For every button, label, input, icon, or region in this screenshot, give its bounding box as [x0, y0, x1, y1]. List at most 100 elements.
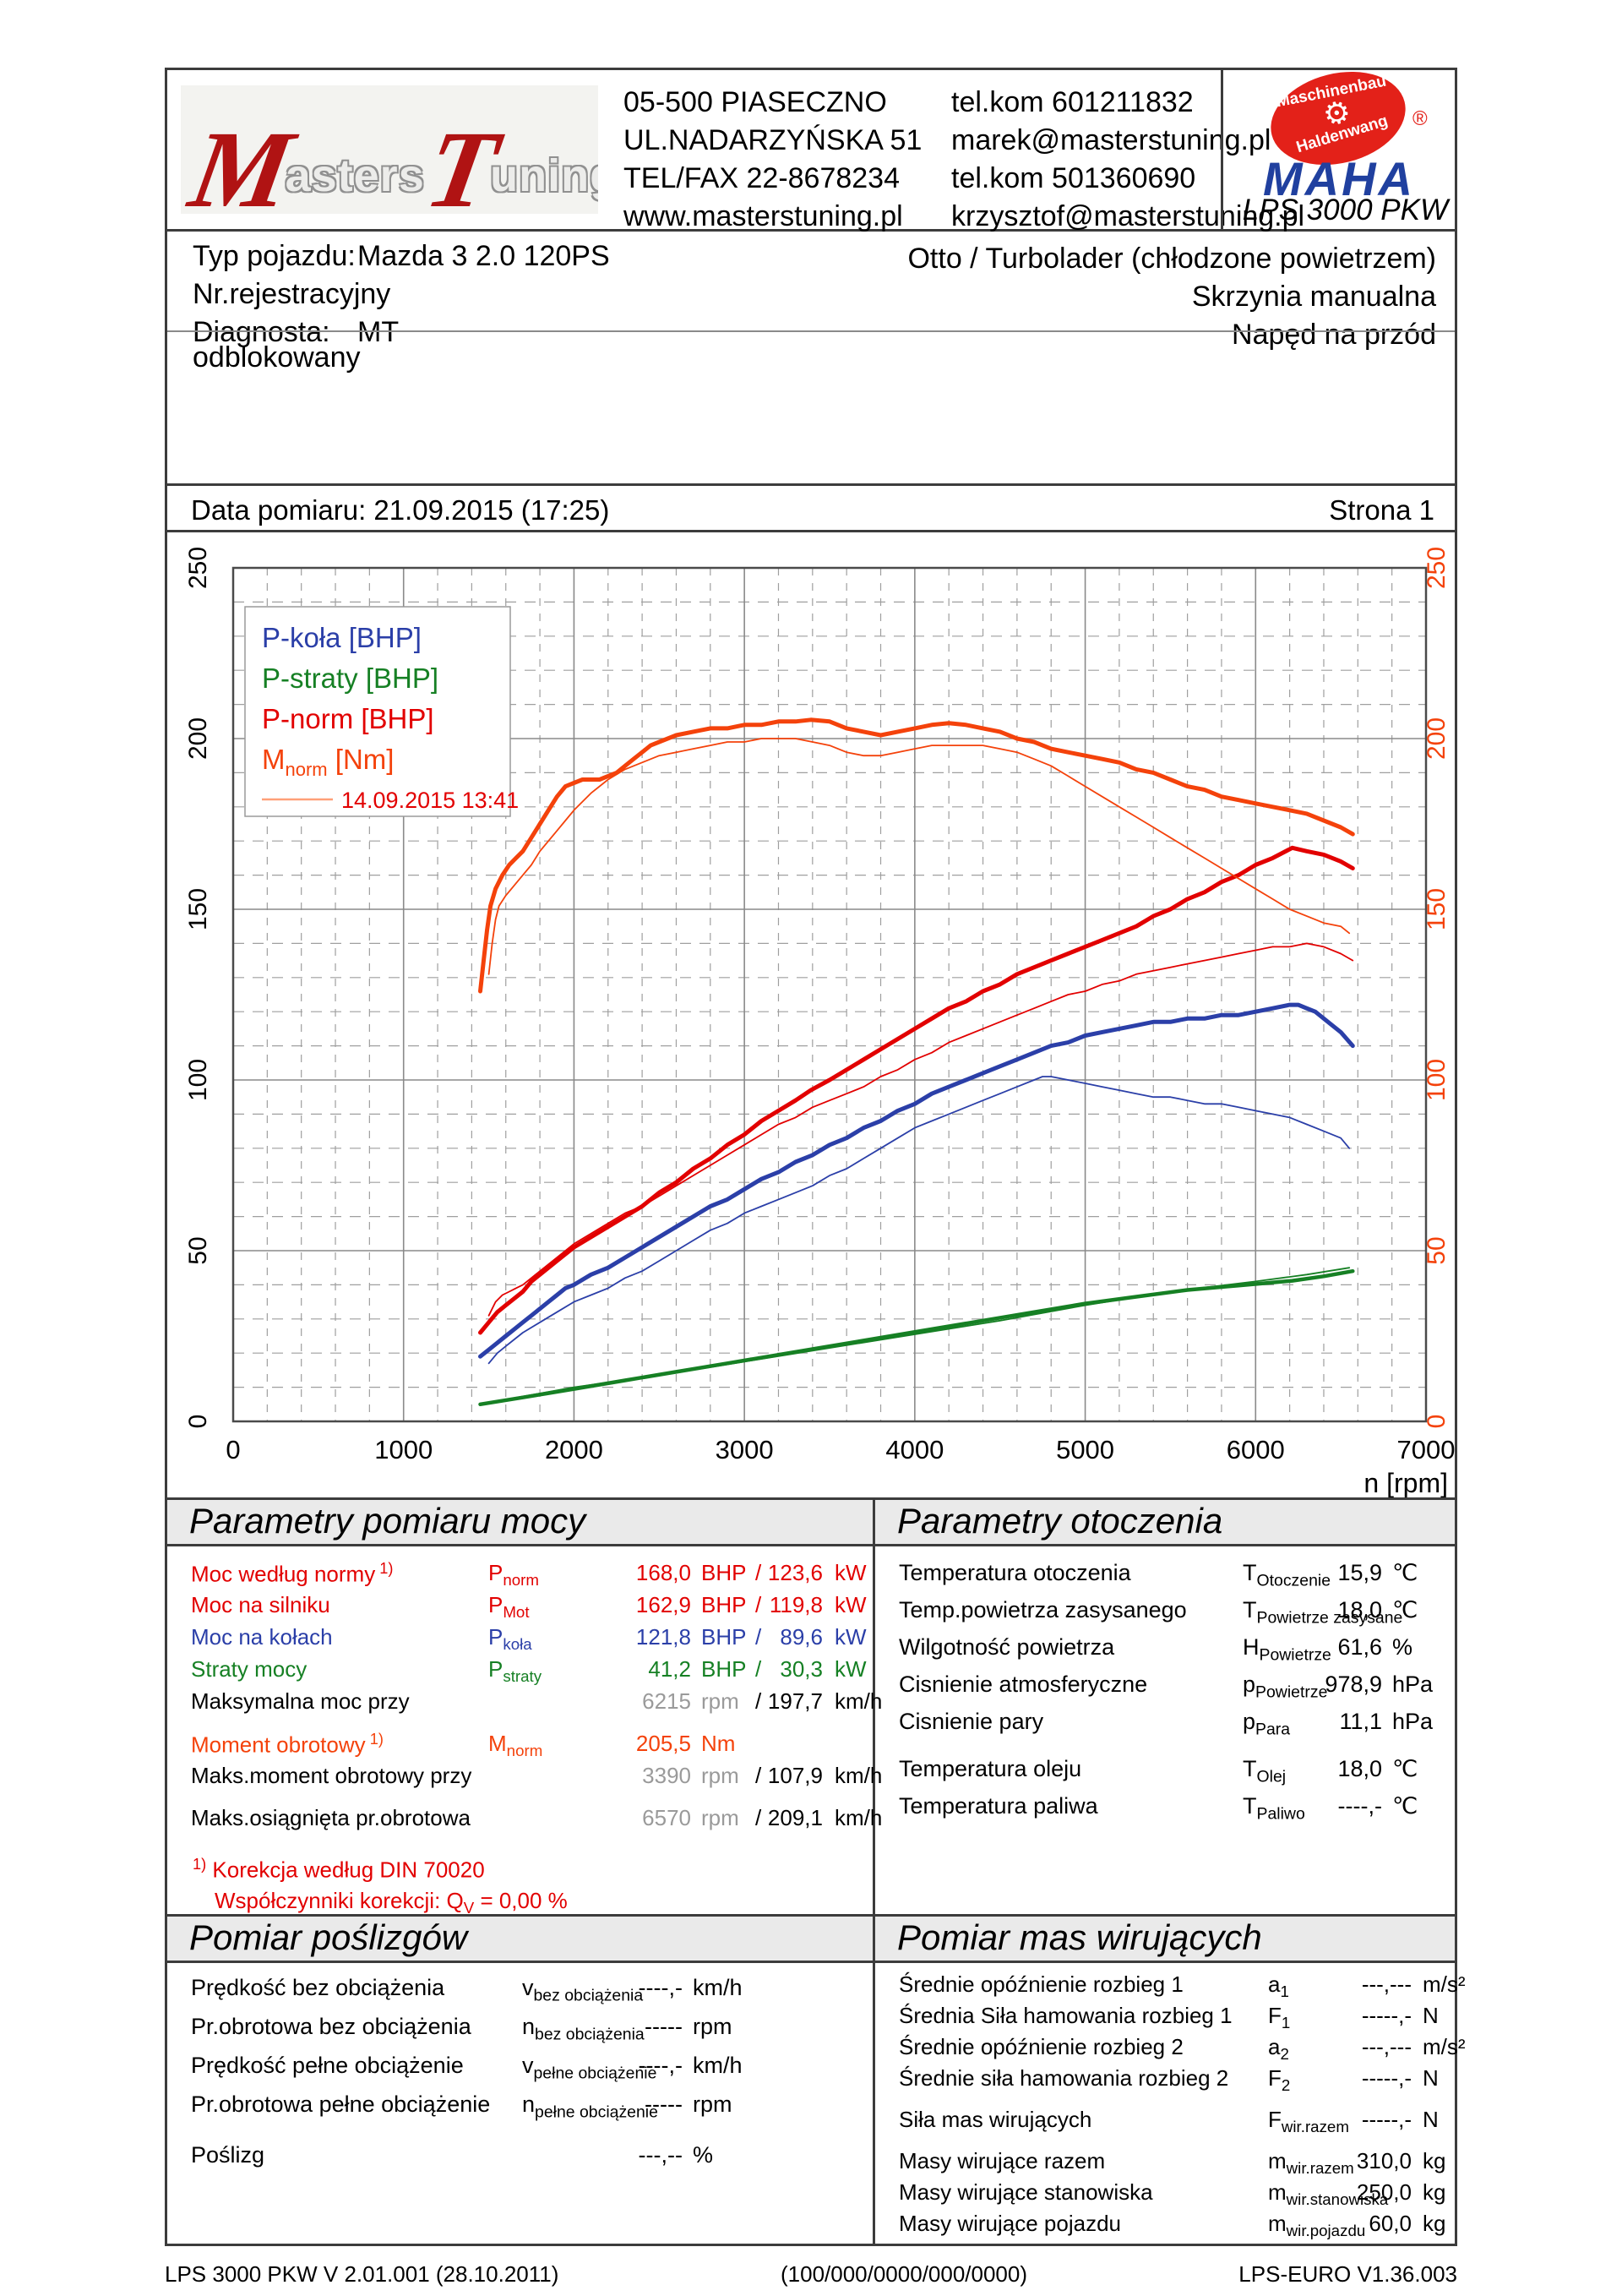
row-value: 310,0 [1356, 2148, 1412, 2173]
row-label: Cisnienie atmosferyczne [899, 1672, 1148, 1697]
row-unit: km/h [693, 2053, 743, 2078]
row-label: Maks.moment obrotowy przy [191, 1763, 472, 1788]
measurement-row: Pr.obrotowa bez obciążenia nbez obciążeni… [167, 2014, 873, 2053]
row-value-2: 197,7 [767, 1688, 823, 1714]
row-unit: N [1423, 2003, 1439, 2028]
row-value: -----,- [1361, 2003, 1412, 2028]
measurement-row: Średnie opóźnienie rozbieg 1 a1 ---,--- m/s… [875, 1972, 1466, 2003]
row-value-2: 107,9 [767, 1763, 823, 1788]
maha-name: MAHA [1263, 152, 1415, 205]
address-line: www.masterstuning.pl [623, 200, 903, 232]
row-symbol: pPara [1243, 1709, 1291, 1739]
contact-block: tel.kom 601211832 marek@masterstuning.pl… [951, 84, 1304, 236]
row-value: 61,6 [1337, 1634, 1382, 1660]
y-axis-right-tick: 250 [1423, 547, 1451, 589]
measurement-row: Temperatura paliwa TPaliwo ----,- ℃ [875, 1793, 1455, 1830]
row-label: Pr.obrotowa bez obciążenia [191, 2014, 471, 2039]
x-axis-tick: 2000 [545, 1435, 603, 1464]
row-unit: rpm [701, 1763, 739, 1788]
measurement-row: Temperatura otoczenia TOtoczenie 15,9 ℃ [875, 1560, 1455, 1597]
row-value: ----- [645, 2014, 683, 2039]
vehicle-info: Typ pojazdu:Mazda 3 2.0 120PS Nr.rejestra… [167, 232, 1455, 483]
row-symbol: mwir.stanowiska [1268, 2179, 1389, 2209]
row-unit: hPa [1392, 1709, 1434, 1734]
footer-code: (100/000/0000/000/0000) [780, 2261, 1028, 2287]
row-unit: hPa [1392, 1672, 1434, 1697]
row-unit: ℃ [1392, 1793, 1418, 1819]
vehicle-row-value: MT [357, 316, 400, 348]
row-unit: m/s² [1423, 1972, 1466, 1997]
contact-line: krzysztof@masterstuning.pl [951, 200, 1305, 232]
row-symbol: Pkoła [488, 1624, 532, 1654]
row-value-2: 119,8 [769, 1592, 823, 1617]
masters-tuning-logo: MastersTuning [181, 85, 598, 214]
legend-box [244, 606, 511, 817]
row-slash: / [755, 1688, 762, 1714]
row-label: Masy wirujące stanowiska [899, 2179, 1153, 2205]
row-label: Temperatura otoczenia [899, 1560, 1131, 1585]
measurement-row: Temperatura oleju TOlej 18,0 ℃ [875, 1756, 1455, 1793]
measurement-row: Siła mas wirujących Fwir.razem -----,- N [875, 2107, 1455, 2138]
row-unit: % [1392, 1634, 1413, 1660]
y-axis-right-tick: 100 [1423, 1059, 1451, 1101]
row-value: 6570 [642, 1805, 691, 1830]
row-value: ----- [645, 2091, 683, 2117]
header-divider [1221, 70, 1223, 229]
row-value: ---,--- [1361, 1972, 1412, 1997]
measurement-row: Prędkość pełne obciążenie vpełne obciążen… [167, 2053, 873, 2091]
row-unit-2: kW [835, 1656, 867, 1682]
row-symbol: a2 [1268, 2034, 1289, 2064]
row-label: Cisnienie pary [899, 1709, 1044, 1734]
row-value: 6215 [642, 1688, 691, 1714]
row-symbol: TPaliwo [1243, 1793, 1305, 1824]
row-value: ----,- [1337, 1793, 1382, 1819]
row-label: Maksymalna moc przy [191, 1688, 410, 1714]
row-unit: BHP [701, 1624, 747, 1650]
status-text: odblokowany [193, 341, 361, 374]
row-symbol: Fwir.razem [1268, 2107, 1349, 2136]
engine-info-line: Skrzynia manualna [1191, 281, 1436, 313]
row-slash: / [755, 1763, 762, 1788]
measurement-row: Średnie opóźnienie rozbieg 2 a2 ---,--- m/s… [875, 2034, 1466, 2065]
row-value: 205,5 [635, 1731, 691, 1756]
section-header: Pomiar mas wirujących [875, 1914, 1455, 1963]
measurement-row: Maksymalna moc przy 6215 rpm /197,7 km/h [167, 1688, 882, 1721]
row-value: 3390 [642, 1763, 691, 1788]
power-params-section: Parametry pomiaru mocy Moc według normy … [167, 1497, 882, 1917]
row-unit-2: kW [835, 1592, 867, 1617]
vehicle-row-label: Nr.rejestracyjny [193, 278, 391, 310]
row-value: ---,--- [1361, 2034, 1412, 2059]
y-axis-right-tick: 150 [1423, 888, 1451, 930]
plot-border [231, 566, 1428, 1423]
row-unit: kg [1423, 2148, 1446, 2173]
p-norm-current-curve [478, 845, 1355, 1335]
section-title: Pomiar mas wirujących [897, 1917, 1262, 1957]
section-title: Pomiar poślizgów [189, 1917, 468, 1957]
row-value-2: 123,6 [767, 1560, 823, 1585]
legend-item: Mnorm [Nm] [262, 744, 394, 780]
vehicle-row-label: Diagnosta: [193, 316, 330, 348]
row-value: ----,- [638, 2053, 683, 2078]
measurement-row: Moc na silniku PMot 162,9 BHP / 119,8 kW [167, 1592, 873, 1624]
row-symbol: vpełne obciążenie [522, 2053, 657, 2083]
header: MastersTuning 05-500 PIASECZNO UL.NADARZY… [167, 57, 1455, 232]
row-symbol: pPowietrze [1243, 1672, 1328, 1702]
dyno-chart: P-koła [BHP] P-straty [BHP] P-norm [BHP] Mn… [167, 532, 1455, 1498]
row-label: Temp.powietrza zasysanego [899, 1597, 1187, 1622]
p-straty-current-curve [478, 1268, 1355, 1407]
row-unit-2: km/h [835, 1763, 883, 1788]
row-unit-2: km/h [835, 1805, 883, 1830]
footnotes: 1) Korekcja według DIN 70020 Współczynnik… [167, 1849, 873, 1923]
row-value-2: 30,3 [780, 1656, 823, 1682]
legend-item: P-koła [BHP] [262, 622, 422, 653]
chart-svg: P-koła [BHP] P-straty [BHP] P-norm [BHP] Mn… [184, 547, 1455, 1498]
measurement-row: Wilgotność powietrza HPowietrze 61,6% [875, 1634, 1455, 1672]
x-axis-tick: 3000 [716, 1435, 774, 1464]
row-value: 18,0 [1337, 1597, 1382, 1622]
measurement-row: Pr.obrotowa pełne obciążenie npełne obcią… [167, 2091, 873, 2130]
footer-software-version: LPS 3000 PKW V 2.01.001 (28.10.2011) [165, 2261, 559, 2287]
row-label: Masy wirujące pojazdu [899, 2211, 1122, 2236]
row-label: Średnie siła hamowania rozbieg 2 [899, 2065, 1229, 2091]
row-slash: / [755, 1656, 762, 1682]
footer-euro-version: LPS-EURO V1.36.003 [1238, 2261, 1457, 2287]
